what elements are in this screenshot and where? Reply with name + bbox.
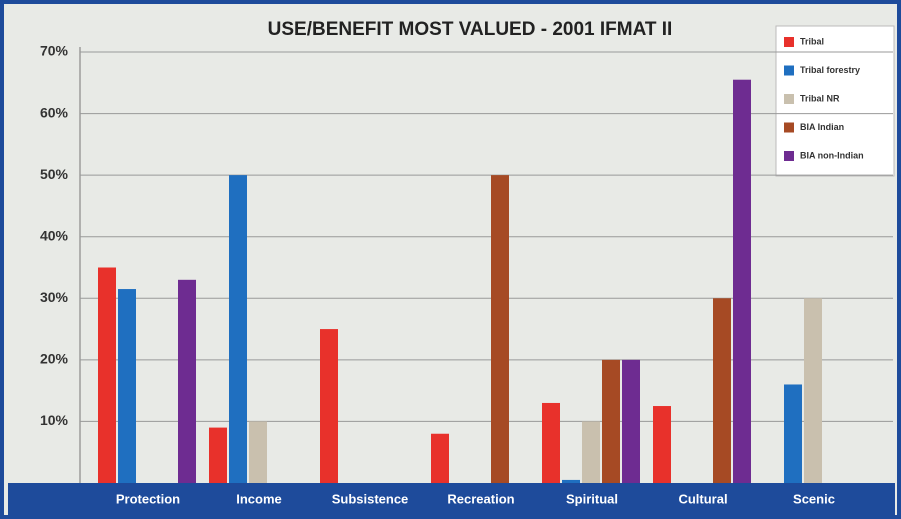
legend-label: BIA non-Indian — [800, 150, 864, 160]
x-tick-label: Spiritual — [566, 491, 618, 506]
bar — [178, 279, 196, 483]
bar — [602, 359, 620, 483]
y-tick-label: 60% — [40, 104, 69, 120]
legend-swatch — [784, 151, 794, 161]
legend-label: Tribal forestry — [800, 65, 860, 75]
legend-swatch — [784, 94, 794, 104]
x-tick-label: Recreation — [447, 491, 514, 506]
bar — [320, 329, 338, 483]
chart-title: USE/BENEFIT MOST VALUED - 2001 IFMAT II — [268, 19, 673, 40]
category-band — [8, 483, 895, 515]
bar — [431, 433, 449, 483]
bar — [209, 427, 227, 483]
legend-box — [775, 25, 895, 177]
legend-swatch — [784, 65, 794, 76]
y-tick-label: 70% — [40, 43, 69, 59]
legend-label: Tribal NR — [800, 93, 840, 103]
bar — [542, 402, 560, 483]
x-tick-label: Cultural — [678, 491, 727, 506]
bar — [713, 298, 731, 483]
x-tick-label: Scenic — [793, 491, 835, 506]
bar — [229, 175, 247, 483]
legend-swatch — [784, 37, 794, 47]
bar — [491, 175, 509, 483]
bar — [118, 289, 136, 483]
y-tick-label: 10% — [40, 412, 69, 428]
x-tick-label: Income — [236, 491, 282, 506]
bar — [582, 421, 600, 483]
y-tick-label: 30% — [40, 289, 69, 305]
bar — [733, 79, 751, 483]
bar — [98, 267, 116, 483]
y-tick-label: 50% — [40, 166, 69, 182]
bar — [562, 479, 580, 483]
bar — [784, 384, 802, 483]
bar — [804, 298, 822, 483]
legend-label: BIA Indian — [800, 122, 844, 132]
legend-label: Tribal — [800, 36, 824, 46]
x-tick-label: Subsistence — [332, 491, 409, 506]
bar — [622, 359, 640, 483]
y-tick-label: 20% — [40, 351, 69, 367]
bar — [249, 421, 267, 483]
bar — [653, 406, 671, 483]
x-tick-label: Protection — [116, 491, 180, 506]
y-tick-label: 40% — [40, 227, 69, 243]
legend-swatch — [784, 122, 794, 133]
